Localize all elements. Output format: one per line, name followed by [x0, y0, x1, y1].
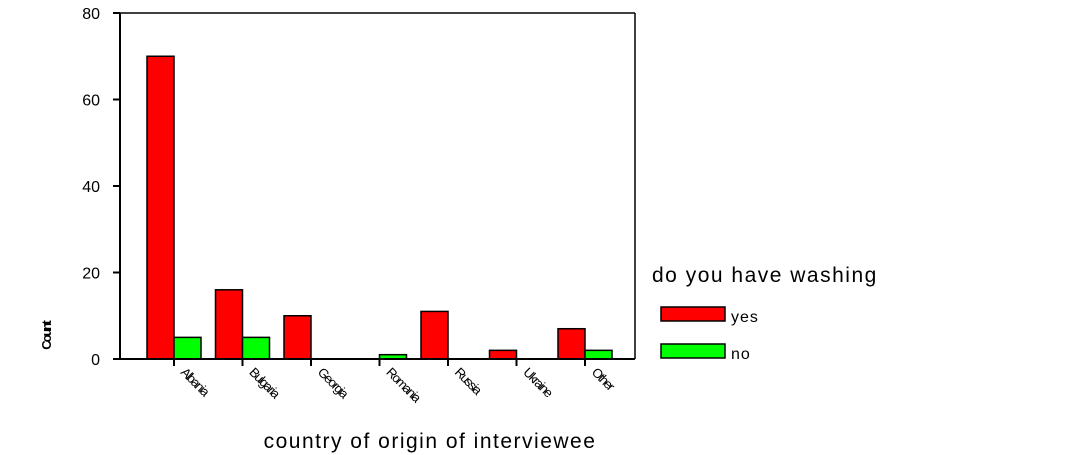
plot-frame [120, 12, 636, 359]
bars [146, 55, 613, 360]
y-tick-label: 0 [91, 352, 100, 369]
x-tick-label: Romania [383, 365, 425, 407]
legend-title: do you have washing [652, 264, 878, 287]
x-tick-label: Other [589, 365, 619, 395]
bar-yes-ukraine [488, 349, 518, 360]
bar-no-bulgaria [241, 336, 271, 360]
x-tick-label: Albania [178, 365, 213, 400]
bar-yes-russia [420, 310, 449, 360]
x-axis-title: country of origin of interviewee [264, 430, 597, 453]
bar-yes-other [557, 327, 586, 360]
x-axis: Albania Bulgaria Georgia Romania Russia Ukrai… [120, 358, 635, 407]
legend-swatch-yes [660, 306, 726, 322]
x-tick-label: Ukraine [520, 365, 556, 401]
bar-no-albania [173, 336, 202, 360]
x-tick-label: Georgia [315, 365, 352, 402]
y-tick-label: 60 [82, 93, 100, 110]
y-tick-label: 20 [82, 266, 100, 283]
bar-yes-bulgaria [214, 289, 244, 360]
x-tick-label: Russia [452, 365, 486, 399]
legend: do you have washing yes no [652, 264, 878, 363]
bar-yes-georgia [283, 315, 312, 360]
y-tick-label: 40 [82, 179, 100, 196]
legend-label-yes: yes [731, 309, 759, 326]
legend-swatch-no [660, 343, 726, 359]
legend-label-no: no [731, 346, 751, 363]
y-tick-label: 80 [82, 6, 100, 23]
y-axis-title: Count [39, 320, 54, 350]
y-axis: 0 20 40 60 80 [82, 6, 121, 369]
bar-yes-albania [146, 55, 175, 360]
bar-no-other [584, 349, 613, 360]
x-tick-label: Bulgaria [246, 365, 283, 402]
